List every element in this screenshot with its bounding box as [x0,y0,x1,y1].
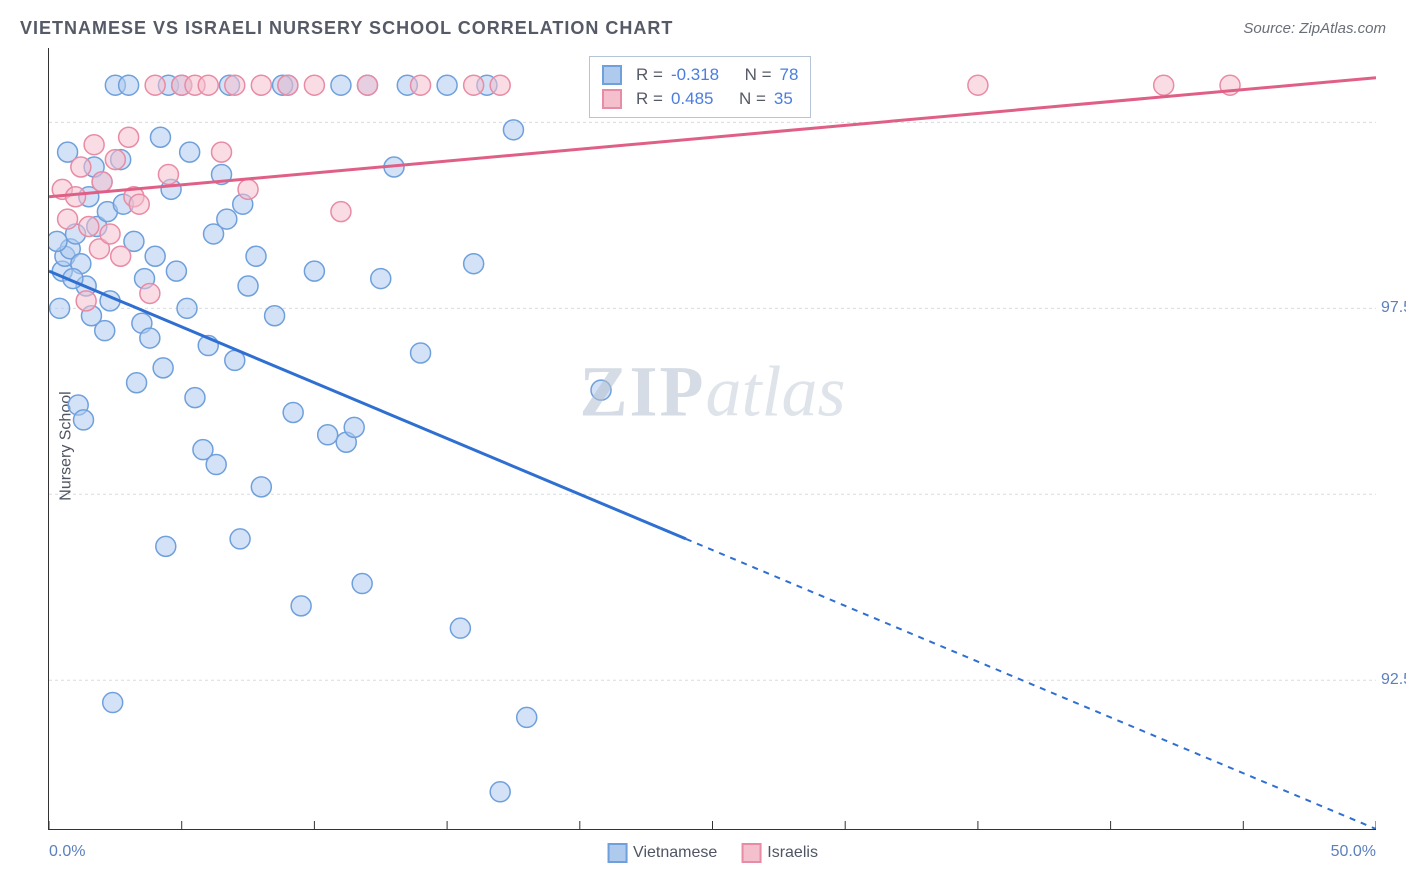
source-credit: Source: ZipAtlas.com [1243,20,1386,37]
legend-swatch [602,65,622,85]
legend-swatch [602,89,622,109]
x-tick-label: 50.0% [1331,843,1376,861]
x-tick-label: 0.0% [49,843,85,861]
legend-item: Israelis [741,843,818,863]
correlation-legend: R = -0.318 N = 78 R = 0.485 N = 35 [589,56,811,118]
stat-r-label: R = [636,89,663,109]
chart-plot-area: ZIPatlas R = -0.318 N = 78 R = 0.485 N =… [48,48,1376,830]
chart-header: VIETNAMESE VS ISRAELI NURSERY SCHOOL COR… [20,18,1386,39]
legend-row: R = -0.318 N = 78 [602,63,798,87]
legend-swatch [607,843,627,863]
y-tick-label: 97.5% [1381,299,1406,317]
stat-n-label: N = [745,65,772,85]
y-tick-label: 92.5% [1381,671,1406,689]
source-label: Source: [1243,20,1295,37]
legend-label: Israelis [767,844,818,861]
stat-r-label: R = [636,65,663,85]
legend-item: Vietnamese [607,843,717,863]
stat-n-label: N = [739,89,766,109]
legend-label: Vietnamese [633,844,717,861]
legend-swatch [741,843,761,863]
source-link[interactable]: ZipAtlas.com [1299,20,1386,37]
chart-title: VIETNAMESE VS ISRAELI NURSERY SCHOOL COR… [20,18,673,39]
legend-row: R = 0.485 N = 35 [602,87,798,111]
series-legend: Vietnamese Israelis [607,843,818,863]
stat-r-value: 0.485 [671,89,714,109]
stat-r-value: -0.318 [671,65,719,85]
stat-n-value: 78 [780,65,799,85]
stat-n-value: 35 [774,89,793,109]
scatter-svg [49,48,1376,829]
